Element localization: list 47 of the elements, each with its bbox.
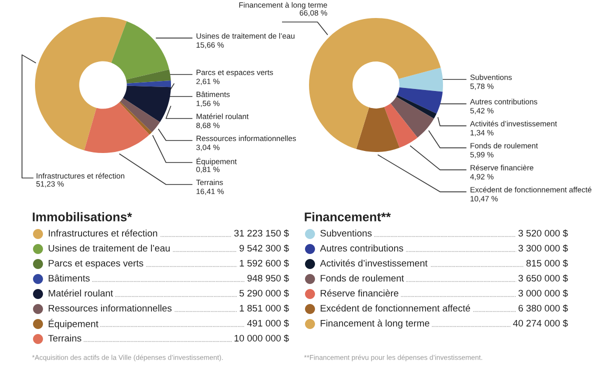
text: 6 380 000 $ xyxy=(518,304,568,312)
text: 10 000 000 $ xyxy=(234,334,289,342)
legend-label: Excédent de fonctionnement affecté xyxy=(320,304,470,312)
text: 5 290 000 $ xyxy=(239,289,289,298)
text: 3 000 000 $ xyxy=(518,289,568,298)
text: Immobilisations* xyxy=(32,212,132,222)
donut-slice xyxy=(384,103,418,148)
donut-slice xyxy=(390,96,434,138)
legend-label: Bâtiments xyxy=(48,274,90,282)
legend-label: Infrastructures et réfection xyxy=(48,229,158,237)
donut-slice xyxy=(35,17,127,150)
donut-slice xyxy=(309,18,441,150)
text: 3 520 000 $ xyxy=(518,229,568,238)
text: 9 542 300 $ xyxy=(240,244,289,252)
donut-slice xyxy=(122,86,171,122)
donut-slice xyxy=(356,106,400,152)
legend-label: Usines de traitement de l’eau xyxy=(48,244,170,252)
donut-slice xyxy=(398,68,443,92)
text: 31 223 150 $ xyxy=(234,229,289,238)
legend-label: Autres contributions xyxy=(320,244,404,252)
text: 948 950 $ xyxy=(247,274,289,282)
donut-slice xyxy=(111,21,170,80)
text: 491 000 $ xyxy=(247,319,289,328)
legend-label: Parcs et espaces verts xyxy=(48,260,144,268)
legend-label: Activités d’investissement xyxy=(320,259,428,267)
donut-slice xyxy=(119,102,152,135)
donut-slice xyxy=(126,69,171,84)
legend-label: Fonds de roulement xyxy=(320,274,404,282)
text: 1 592 600 $ xyxy=(240,259,289,268)
legend-label: Réserve financière xyxy=(320,289,398,297)
text: 40 274 000 $ xyxy=(513,319,568,328)
legend-label: Terrains xyxy=(48,334,82,342)
legend-label: Ressources informationnelles xyxy=(48,304,172,312)
donut-slice xyxy=(120,98,160,132)
legend-label: Matériel roulant xyxy=(48,289,114,297)
text: 3 300 000 $ xyxy=(518,244,568,252)
legend-label: Subventions xyxy=(320,230,372,237)
legend-label: Financement à long terme xyxy=(320,320,430,328)
text: Financement** xyxy=(304,212,391,222)
donut-slice xyxy=(396,95,437,119)
donut-slice xyxy=(126,80,171,88)
donut-slice xyxy=(84,102,150,153)
donut-slice xyxy=(397,87,443,114)
text: 3 650 000 $ xyxy=(518,274,568,282)
text: 1 851 000 $ xyxy=(240,304,289,312)
text: 815 000 $ xyxy=(526,259,568,268)
legend-label: Équipement xyxy=(48,318,98,330)
